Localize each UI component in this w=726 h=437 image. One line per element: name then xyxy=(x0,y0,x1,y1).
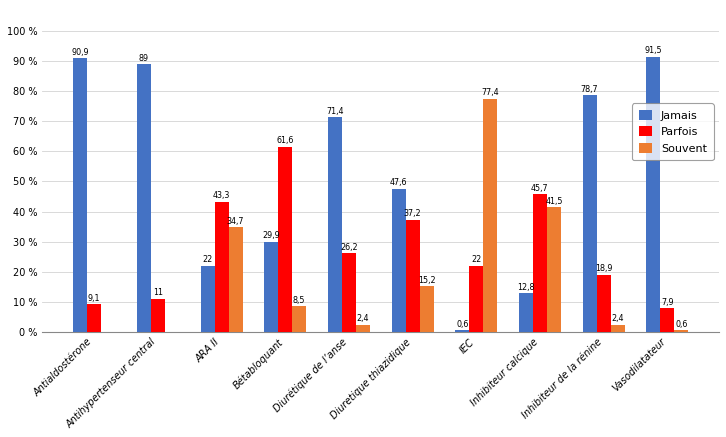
Text: 7,9: 7,9 xyxy=(661,298,674,307)
Bar xyxy=(455,330,469,332)
Bar xyxy=(137,64,151,332)
Text: 91,5: 91,5 xyxy=(645,46,662,55)
Text: 22: 22 xyxy=(203,255,213,264)
Bar xyxy=(151,299,165,332)
Bar xyxy=(215,201,229,332)
Bar xyxy=(597,275,611,332)
Bar xyxy=(229,228,242,332)
Legend: Jamais, Parfois, Souvent: Jamais, Parfois, Souvent xyxy=(632,104,714,160)
Text: 37,2: 37,2 xyxy=(404,209,421,218)
Text: 29,9: 29,9 xyxy=(262,232,280,240)
Text: 77,4: 77,4 xyxy=(481,89,499,97)
Bar xyxy=(73,59,87,332)
Bar xyxy=(519,293,533,332)
Bar xyxy=(293,306,306,332)
Bar xyxy=(674,330,688,332)
Text: 0,6: 0,6 xyxy=(675,319,688,329)
Text: 2,4: 2,4 xyxy=(356,314,369,323)
Text: 26,2: 26,2 xyxy=(340,243,358,252)
Text: 45,7: 45,7 xyxy=(531,184,549,193)
Bar xyxy=(646,56,660,332)
Bar xyxy=(420,286,433,332)
Bar xyxy=(342,253,356,332)
Text: 9,1: 9,1 xyxy=(88,294,100,303)
Bar xyxy=(328,117,342,332)
Text: 22: 22 xyxy=(471,255,481,264)
Text: 89: 89 xyxy=(139,54,149,62)
Bar xyxy=(484,99,497,332)
Text: 43,3: 43,3 xyxy=(213,191,230,200)
Text: 15,2: 15,2 xyxy=(417,276,436,284)
Bar xyxy=(547,207,561,332)
Text: 61,6: 61,6 xyxy=(277,136,294,145)
Text: 2,4: 2,4 xyxy=(611,314,624,323)
Bar xyxy=(356,325,370,332)
Bar xyxy=(278,146,293,332)
Bar xyxy=(660,308,674,332)
Bar xyxy=(87,305,101,332)
Text: 47,6: 47,6 xyxy=(390,178,407,187)
Bar xyxy=(406,220,420,332)
Text: 34,7: 34,7 xyxy=(227,217,245,226)
Bar xyxy=(469,266,484,332)
Bar xyxy=(200,266,215,332)
Bar xyxy=(391,189,406,332)
Text: 12,8: 12,8 xyxy=(517,283,534,292)
Text: 71,4: 71,4 xyxy=(326,107,343,115)
Text: 8,5: 8,5 xyxy=(293,296,306,305)
Bar xyxy=(582,95,597,332)
Text: 18,9: 18,9 xyxy=(595,264,612,274)
Text: 90,9: 90,9 xyxy=(71,48,89,57)
Bar xyxy=(611,325,624,332)
Bar xyxy=(533,194,547,332)
Text: 11: 11 xyxy=(153,288,163,297)
Text: 0,6: 0,6 xyxy=(456,319,468,329)
Text: 41,5: 41,5 xyxy=(545,197,563,205)
Bar xyxy=(264,242,278,332)
Text: 78,7: 78,7 xyxy=(581,85,598,94)
